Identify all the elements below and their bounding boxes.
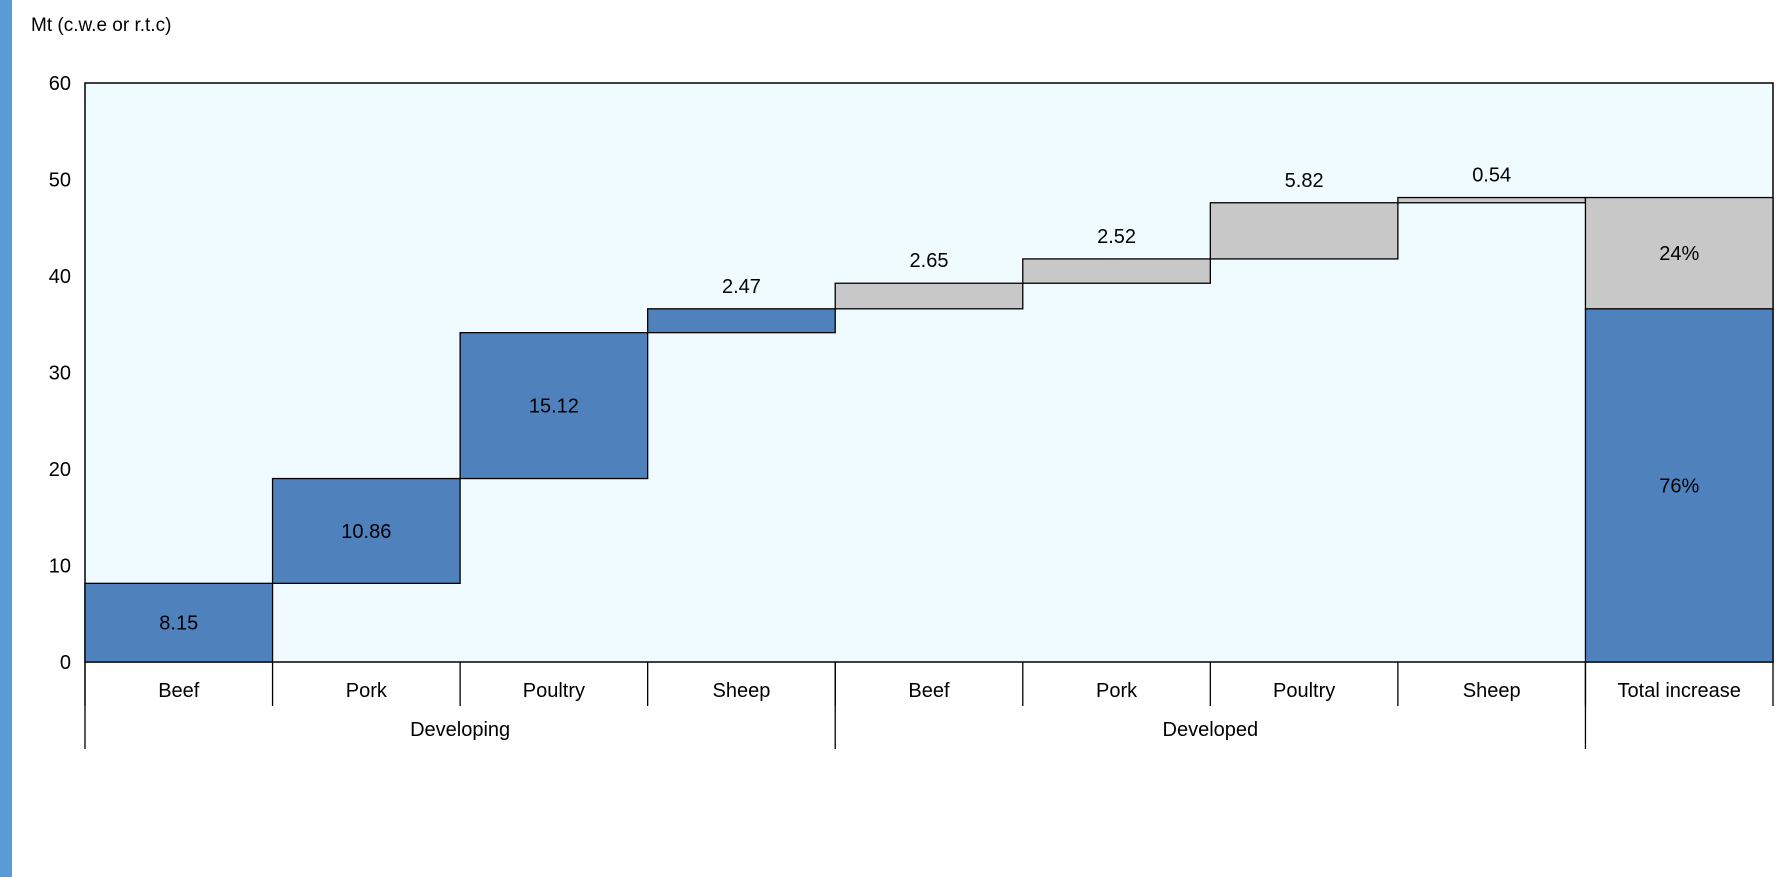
x-tick-label: Poultry [523, 680, 585, 702]
data-label: 8.15 [159, 613, 198, 635]
y-tick-label: 40 [49, 266, 71, 288]
x-tick-label: Sheep [1463, 680, 1521, 702]
data-label: 2.47 [722, 276, 761, 298]
bar-developing-poultry [459, 331, 649, 480]
data-label: 15.12 [529, 396, 579, 418]
bar-developed-beef [834, 282, 1024, 310]
data-label: 10.86 [341, 521, 391, 543]
group-label: Developing [410, 719, 510, 741]
bar-developed-sheep [1397, 196, 1587, 204]
x-tick-label: Pork [1096, 680, 1138, 702]
data-label: 0.54 [1472, 165, 1511, 187]
x-tick-label: Total increase [1618, 680, 1741, 702]
group-label: Developed [1163, 719, 1259, 741]
y-tick-label: 20 [49, 459, 71, 481]
bar-developing-beef [84, 582, 274, 663]
bar-developing-sheep [647, 308, 836, 334]
bar-total-developed [1584, 196, 1774, 310]
y-tick-label: 10 [49, 556, 71, 578]
waterfall-chart: Mt (c.w.e or r.t.c) 0 10 20 30 40 50 60 Beef Por… [31, 15, 1774, 749]
total-share-label: 76% [1659, 475, 1699, 497]
bars-layer [84, 196, 1774, 663]
labels-layer: 8.15 10.86 15.12 2.47 2.65 2.52 5.82 0.54 76% 24% [159, 165, 1699, 635]
x-tick-label: Pork [346, 680, 388, 702]
x-tick-label: Poultry [1273, 680, 1335, 702]
x-tick-label: Sheep [713, 680, 771, 702]
data-label: 5.82 [1285, 170, 1324, 192]
y-tick-label: 30 [49, 363, 71, 385]
bar-developing-pork [271, 477, 461, 585]
x-tick-label: Beef [908, 680, 950, 702]
y-tick-label: 50 [49, 170, 71, 192]
bar-developed-pork [1022, 258, 1211, 284]
total-share-label: 24% [1659, 243, 1699, 265]
y-tick-label: 60 [49, 73, 71, 95]
data-label: 2.65 [910, 250, 949, 272]
axes-layer: 0 10 20 30 40 50 60 Beef Pork Poultry Sheep Beef Por… [49, 73, 1774, 749]
bar-developed-poultry [1209, 202, 1399, 260]
y-axis-title: Mt (c.w.e or r.t.c) [31, 15, 171, 36]
y-tick-label: 0 [60, 652, 71, 674]
chart-frame: Mt (c.w.e or r.t.c) 0 10 20 30 40 50 60 Beef Por… [12, 0, 1785, 877]
data-label: 2.52 [1097, 226, 1136, 248]
x-tick-label: Beef [158, 680, 200, 702]
